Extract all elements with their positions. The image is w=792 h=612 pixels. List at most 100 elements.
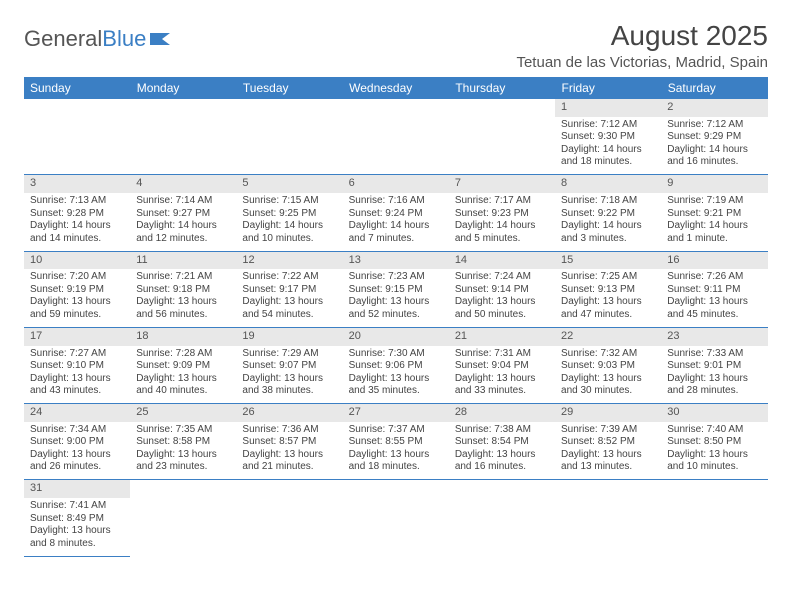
day-content-row: Sunrise: 7:41 AMSunset: 8:49 PMDaylight:… xyxy=(24,498,768,556)
day-cell: Sunrise: 7:23 AMSunset: 9:15 PMDaylight:… xyxy=(343,269,449,327)
sunset-text: Sunset: 9:23 PM xyxy=(455,208,549,221)
logo: GeneralBlue xyxy=(24,20,172,52)
sunset-text: Sunset: 9:11 PM xyxy=(667,284,761,297)
day-cell: Sunrise: 7:17 AMSunset: 9:23 PMDaylight:… xyxy=(449,193,555,251)
day2-text: and 14 minutes. xyxy=(30,233,124,246)
sunrise-text: Sunrise: 7:36 AM xyxy=(242,424,336,437)
sunset-text: Sunset: 9:28 PM xyxy=(30,208,124,221)
sunset-text: Sunset: 8:50 PM xyxy=(667,436,761,449)
day-number: 4 xyxy=(130,175,236,193)
day1-text: Daylight: 13 hours xyxy=(455,449,549,462)
sunset-text: Sunset: 9:30 PM xyxy=(561,131,655,144)
day-number: 10 xyxy=(24,251,130,269)
daynum-row: 24252627282930 xyxy=(24,404,768,422)
day2-text: and 33 minutes. xyxy=(455,385,549,398)
day-number: 12 xyxy=(236,251,342,269)
day-cell: Sunrise: 7:12 AMSunset: 9:30 PMDaylight:… xyxy=(555,117,661,175)
day-number xyxy=(449,99,555,117)
day-cell: Sunrise: 7:30 AMSunset: 9:06 PMDaylight:… xyxy=(343,346,449,404)
day-cell: Sunrise: 7:37 AMSunset: 8:55 PMDaylight:… xyxy=(343,422,449,480)
day2-text: and 16 minutes. xyxy=(455,461,549,474)
day-cell xyxy=(449,498,555,556)
day-cell: Sunrise: 7:26 AMSunset: 9:11 PMDaylight:… xyxy=(661,269,767,327)
sunset-text: Sunset: 8:49 PM xyxy=(30,513,124,526)
day1-text: Daylight: 14 hours xyxy=(349,220,443,233)
day2-text: and 28 minutes. xyxy=(667,385,761,398)
day2-text: and 12 minutes. xyxy=(136,233,230,246)
sunrise-text: Sunrise: 7:12 AM xyxy=(561,119,655,132)
day-cell: Sunrise: 7:20 AMSunset: 9:19 PMDaylight:… xyxy=(24,269,130,327)
day-cell: Sunrise: 7:29 AMSunset: 9:07 PMDaylight:… xyxy=(236,346,342,404)
day1-text: Daylight: 13 hours xyxy=(667,296,761,309)
day2-text: and 50 minutes. xyxy=(455,309,549,322)
day1-text: Daylight: 13 hours xyxy=(349,373,443,386)
day-cell xyxy=(236,117,342,175)
sunrise-text: Sunrise: 7:37 AM xyxy=(349,424,443,437)
day2-text: and 1 minute. xyxy=(667,233,761,246)
day-cell: Sunrise: 7:24 AMSunset: 9:14 PMDaylight:… xyxy=(449,269,555,327)
day-cell: Sunrise: 7:18 AMSunset: 9:22 PMDaylight:… xyxy=(555,193,661,251)
sunset-text: Sunset: 9:13 PM xyxy=(561,284,655,297)
day2-text: and 3 minutes. xyxy=(561,233,655,246)
sunset-text: Sunset: 9:00 PM xyxy=(30,436,124,449)
day-cell: Sunrise: 7:19 AMSunset: 9:21 PMDaylight:… xyxy=(661,193,767,251)
day-number: 2 xyxy=(661,99,767,117)
day2-text: and 45 minutes. xyxy=(667,309,761,322)
day-cell: Sunrise: 7:41 AMSunset: 8:49 PMDaylight:… xyxy=(24,498,130,556)
day-number: 20 xyxy=(343,327,449,345)
sunrise-text: Sunrise: 7:25 AM xyxy=(561,271,655,284)
day-number xyxy=(555,480,661,498)
sunset-text: Sunset: 9:15 PM xyxy=(349,284,443,297)
day2-text: and 16 minutes. xyxy=(667,156,761,169)
day1-text: Daylight: 13 hours xyxy=(242,449,336,462)
day1-text: Daylight: 14 hours xyxy=(561,144,655,157)
calendar-table: Sunday Monday Tuesday Wednesday Thursday… xyxy=(24,77,768,557)
logo-flag-icon xyxy=(150,31,172,47)
sunset-text: Sunset: 8:54 PM xyxy=(455,436,549,449)
sunset-text: Sunset: 9:19 PM xyxy=(30,284,124,297)
sunrise-text: Sunrise: 7:31 AM xyxy=(455,348,549,361)
day1-text: Daylight: 13 hours xyxy=(30,296,124,309)
sunrise-text: Sunrise: 7:14 AM xyxy=(136,195,230,208)
sunrise-text: Sunrise: 7:16 AM xyxy=(349,195,443,208)
day-number: 31 xyxy=(24,480,130,498)
day-cell: Sunrise: 7:39 AMSunset: 8:52 PMDaylight:… xyxy=(555,422,661,480)
daynum-row: 3456789 xyxy=(24,175,768,193)
sunset-text: Sunset: 9:25 PM xyxy=(242,208,336,221)
day-number xyxy=(661,480,767,498)
day-cell: Sunrise: 7:14 AMSunset: 9:27 PMDaylight:… xyxy=(130,193,236,251)
sunset-text: Sunset: 9:03 PM xyxy=(561,360,655,373)
day-number xyxy=(236,99,342,117)
day-number: 18 xyxy=(130,327,236,345)
day-cell: Sunrise: 7:22 AMSunset: 9:17 PMDaylight:… xyxy=(236,269,342,327)
day-number xyxy=(130,480,236,498)
day1-text: Daylight: 13 hours xyxy=(30,373,124,386)
day-number xyxy=(449,480,555,498)
day2-text: and 8 minutes. xyxy=(30,538,124,551)
sunrise-text: Sunrise: 7:17 AM xyxy=(455,195,549,208)
daynum-row: 10111213141516 xyxy=(24,251,768,269)
day-cell: Sunrise: 7:28 AMSunset: 9:09 PMDaylight:… xyxy=(130,346,236,404)
sunrise-text: Sunrise: 7:15 AM xyxy=(242,195,336,208)
day-cell: Sunrise: 7:33 AMSunset: 9:01 PMDaylight:… xyxy=(661,346,767,404)
sunrise-text: Sunrise: 7:32 AM xyxy=(561,348,655,361)
day2-text: and 18 minutes. xyxy=(561,156,655,169)
day-cell xyxy=(24,117,130,175)
day-content-row: Sunrise: 7:13 AMSunset: 9:28 PM Daylight:… xyxy=(24,193,768,251)
day-number: 9 xyxy=(661,175,767,193)
sunrise-text: Sunrise: 7:20 AM xyxy=(30,271,124,284)
day-cell: Sunrise: 7:21 AMSunset: 9:18 PMDaylight:… xyxy=(130,269,236,327)
day-number: 28 xyxy=(449,404,555,422)
day-number: 25 xyxy=(130,404,236,422)
sunrise-text: Sunrise: 7:22 AM xyxy=(242,271,336,284)
sunset-text: Sunset: 9:14 PM xyxy=(455,284,549,297)
sunrise-text: Sunrise: 7:13 AM xyxy=(30,195,124,208)
page-title: August 2025 xyxy=(611,20,768,52)
sunrise-text: Sunrise: 7:34 AM xyxy=(30,424,124,437)
day-number: 14 xyxy=(449,251,555,269)
day-cell: Sunrise: 7:25 AMSunset: 9:13 PMDaylight:… xyxy=(555,269,661,327)
day2-text: and 18 minutes. xyxy=(349,461,443,474)
sunset-text: Sunset: 9:29 PM xyxy=(667,131,761,144)
day-number: 22 xyxy=(555,327,661,345)
day2-text: and 26 minutes. xyxy=(30,461,124,474)
